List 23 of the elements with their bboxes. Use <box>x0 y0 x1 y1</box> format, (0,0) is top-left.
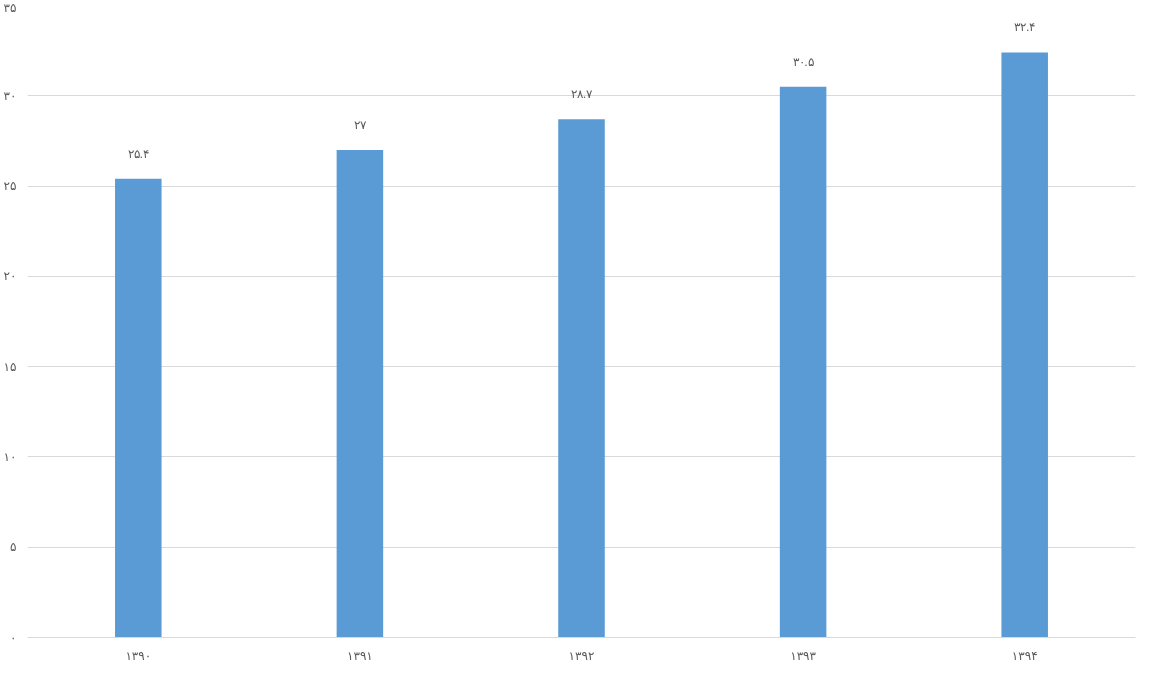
data-label: ۲۵.۴ <box>127 146 149 161</box>
bar <box>558 119 605 638</box>
x-tick-label: ۱۳۹۴ <box>1011 648 1038 663</box>
x-tick-label: ۱۳۹۱ <box>347 648 373 663</box>
bar <box>336 149 384 638</box>
y-tick-label: ۳۰ <box>3 88 17 103</box>
y-tick-label: ۱۵ <box>3 359 17 374</box>
y-tick-label: ۰ <box>10 630 17 645</box>
data-label: ۲۸.۷ <box>571 87 593 102</box>
y-tick-label: ۲۵ <box>3 179 17 194</box>
y-tick-label: ۲۰ <box>3 269 17 284</box>
data-label: ۳۰.۵ <box>792 54 814 69</box>
x-tick-label: ۱۳۹۰ <box>125 648 152 663</box>
bar <box>779 86 827 638</box>
x-tick-label: ۱۳۹۲ <box>568 648 595 663</box>
y-tick-label: ۱۰ <box>3 449 17 464</box>
y-tick-label: ۳۵ <box>3 0 17 15</box>
data-label: ۳۲.۴ <box>1014 20 1036 35</box>
bar <box>1001 52 1048 638</box>
y-tick-label: ۵ <box>10 540 17 555</box>
data-label: ۲۷ <box>353 117 367 132</box>
bar <box>115 178 162 638</box>
x-tick-label: ۱۳۹۳ <box>790 648 817 663</box>
